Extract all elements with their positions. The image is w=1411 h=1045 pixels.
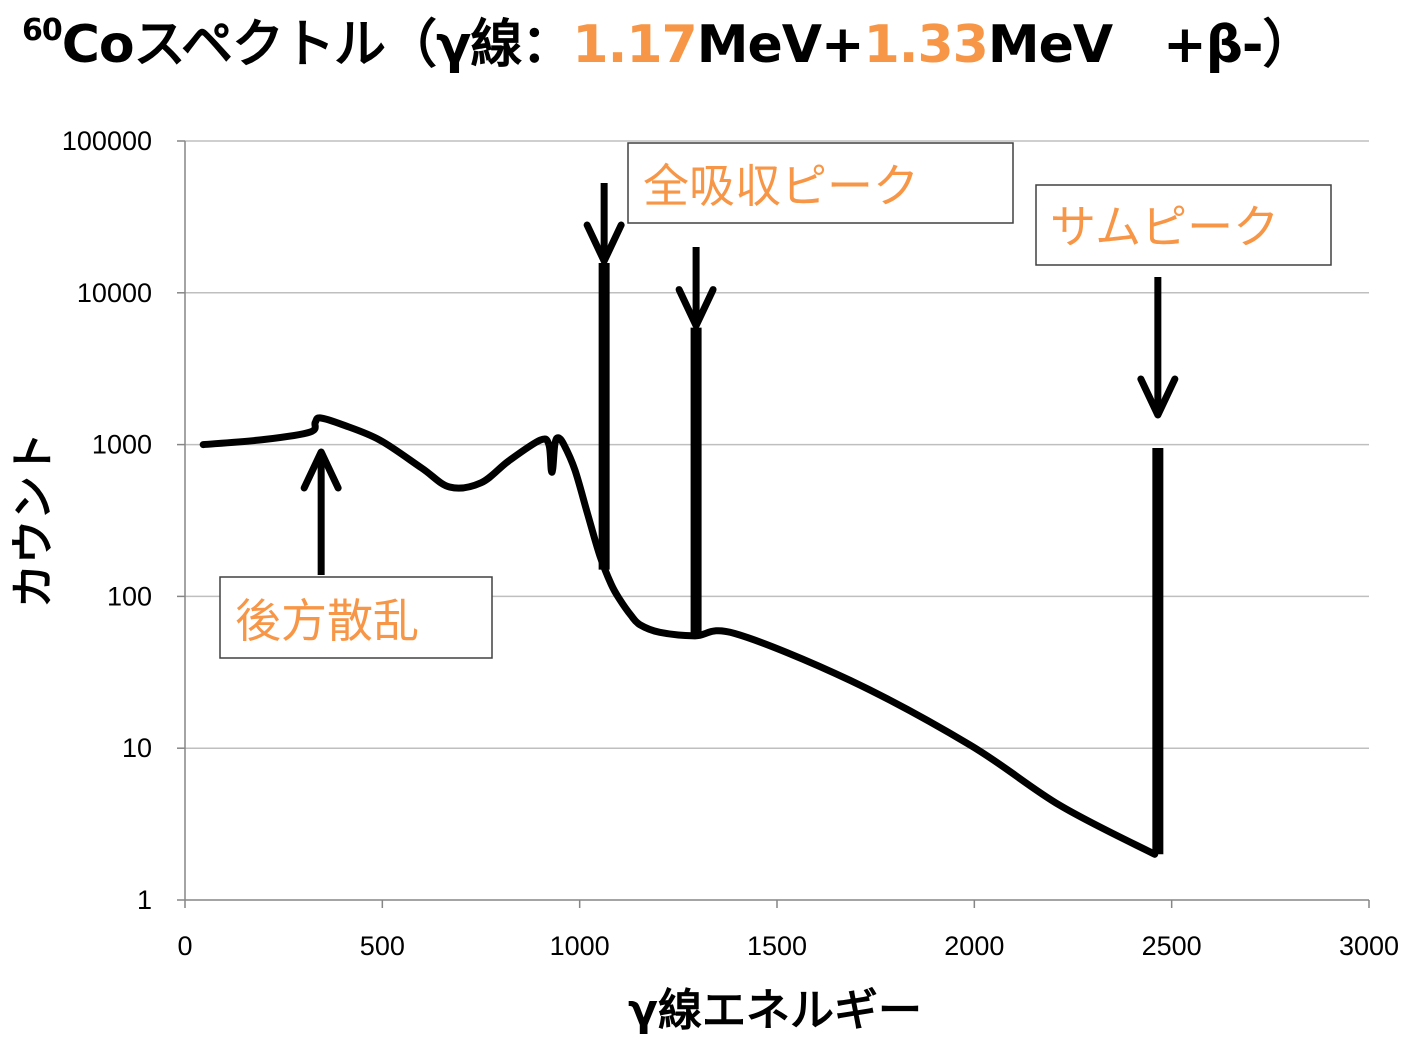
x-axis-label: γ線エネルギー — [628, 985, 922, 1036]
annotation-box — [627, 142, 1014, 224]
arrow-part — [583, 221, 625, 265]
annotation-full-absorption: 全吸収ピーク — [627, 142, 1014, 224]
arrow-part — [1137, 375, 1179, 419]
x-tick-label: 1500 — [747, 931, 807, 961]
arrow-part — [300, 448, 342, 492]
annotation-label: サムピーク — [1050, 200, 1279, 254]
x-tick-label: 2500 — [1142, 931, 1202, 961]
title-energy-1: 1.17 — [572, 15, 697, 75]
y-axis-label: カウント — [8, 432, 59, 608]
x-tick-label: 500 — [360, 931, 405, 961]
y-tick-label: 1000 — [92, 430, 152, 460]
y-tick-label: 1 — [137, 885, 152, 915]
arrows-group — [300, 183, 1179, 575]
x-tick-label: 0 — [177, 931, 192, 961]
title-superscript: 60 — [22, 13, 63, 48]
series-group — [199, 414, 1159, 858]
y-tick-label: 10000 — [77, 278, 152, 308]
title-suffix: MeV +β-） — [987, 15, 1315, 75]
title-energy-2: 1.33 — [863, 15, 989, 75]
y-tick-label: 10 — [122, 733, 152, 763]
annotation-box — [1035, 184, 1332, 266]
x-tick-label: 1000 — [550, 931, 610, 961]
axes — [177, 140, 1370, 908]
annotation-sum-peak: サムピーク — [1035, 184, 1332, 266]
y-tick-label: 100000 — [62, 126, 152, 156]
chart-title: 60Coスペクトル（γ線：1.17MeV+1.33MeV +β-） — [22, 2, 1315, 77]
x-tick-label: 3000 — [1339, 931, 1399, 961]
annotation-label: 後方散乱 — [235, 594, 419, 648]
annotation-label: 全吸収ピーク — [643, 159, 919, 213]
y-tick-label: 100 — [107, 581, 152, 611]
x-tick-label: 2000 — [944, 931, 1004, 961]
annotation-box — [219, 576, 493, 659]
y-tick-labels: 1 10 100 1000 10000 100000 — [62, 126, 152, 915]
title-prefix: Coスペクトル（γ線： — [61, 15, 574, 75]
x-tick-labels: 0 500 1000 1500 2000 2500 3000 — [177, 931, 1399, 961]
arrow-down-icon — [1137, 277, 1179, 419]
arrow-up-icon — [300, 448, 342, 575]
arrow-down-icon — [675, 247, 717, 330]
peaks-group — [598, 263, 1164, 855]
title-mid: MeV+ — [696, 15, 865, 75]
spectrum-line — [199, 414, 1159, 858]
annotation-backscatter: 後方散乱 — [219, 576, 493, 659]
arrow-part — [675, 286, 717, 330]
arrow-down-icon — [583, 183, 625, 265]
